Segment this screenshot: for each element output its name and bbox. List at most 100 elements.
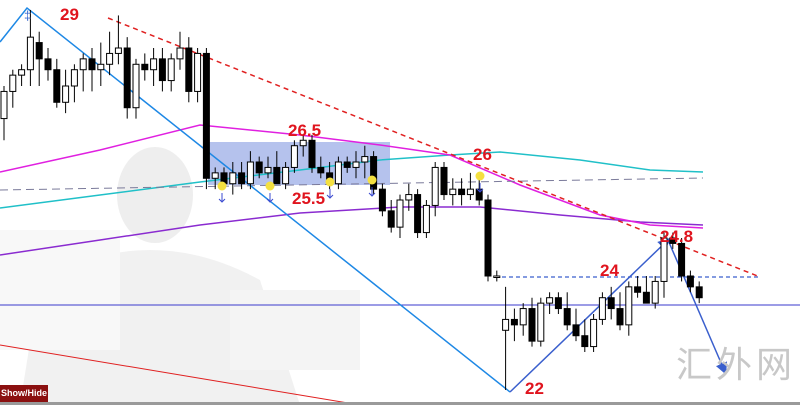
candle [246,151,254,190]
candle-body [449,188,457,196]
candle-body [370,156,378,190]
candle [387,200,395,233]
candle [660,232,668,298]
candle [554,292,562,314]
candle [229,162,237,195]
candle-body [44,58,52,71]
signal-marker-icon [265,181,275,191]
candle-body [502,318,510,331]
candle-body [264,166,272,174]
candle-body [361,156,369,163]
candle [282,162,290,190]
candle-body [669,237,677,244]
candle [123,37,131,119]
candle [598,292,606,325]
candle [79,53,87,92]
bottom-red-trendline [0,344,361,405]
watermark: 汇外网 [676,345,797,386]
candle-body [546,297,554,304]
candle-body [634,286,642,293]
candle-body [431,166,439,206]
candle [238,162,246,190]
candle-body [590,318,598,348]
annotation-26-5: 26.5 [288,121,321,140]
candle-body [202,52,210,179]
candle [440,162,448,200]
candle-body [440,166,448,196]
candle-body [53,69,61,103]
candle [634,276,642,298]
signal-marker-icon [325,177,335,187]
candle-body [123,47,131,109]
candle [308,134,316,173]
candle [141,53,149,81]
candle-body [484,199,492,277]
candle-body [458,188,466,196]
candle-body [70,69,78,87]
candle-body [422,204,430,234]
candle-body [510,318,518,326]
candle [370,151,378,195]
candle [528,297,536,347]
candle-body [211,172,219,179]
annotation-22: 22 [525,379,544,398]
show-hide-button[interactable]: Show/Hide [0,385,48,402]
candle-body [317,166,325,174]
candle [167,53,175,92]
candle-body [299,139,307,147]
candle [176,31,184,70]
candle-body [625,286,633,326]
candle [651,276,659,309]
candle [669,232,677,249]
candle-body [554,297,562,310]
candle-body [642,291,650,304]
down-arrow-icon [476,183,484,193]
candle [581,319,589,352]
zigzag-line [0,6,511,393]
candle [106,31,114,76]
annotation-24: 24 [600,261,619,280]
candle [299,134,307,157]
peak-marker-icon: ‡ [24,8,31,23]
candle-body [528,308,536,342]
candle-body [97,63,105,71]
person-head-shape [117,147,193,243]
candle [114,15,122,65]
candle-body [352,161,360,168]
down-arrow-icon [368,187,376,197]
candle-body [493,275,501,278]
candle-body [0,90,8,120]
candle-body [695,286,703,299]
candle-body [290,145,298,168]
candle [53,58,61,108]
background-wall-shape [0,230,120,350]
candle [510,308,518,342]
candle-body [678,242,686,277]
candle [352,151,360,179]
candle [642,276,650,304]
candle [264,156,272,179]
candle [519,303,527,336]
candle [62,69,70,114]
candle-body [132,63,140,109]
candle-body [282,166,290,185]
signal-marker-icon [475,171,485,181]
candle [150,48,158,86]
candle [502,286,510,390]
candle [466,172,474,200]
signal-marker-icon [367,175,377,185]
candle-body [387,210,395,228]
candle-body [35,42,43,60]
candle [431,162,439,217]
down-arrow-icon [326,189,334,199]
candle [44,48,52,81]
ma-magenta-line [0,124,704,229]
candle-body [607,297,615,310]
candle [317,156,325,179]
candle-body [106,52,114,65]
candle [202,48,210,190]
candle-body [308,139,316,168]
candle-body [466,188,474,196]
